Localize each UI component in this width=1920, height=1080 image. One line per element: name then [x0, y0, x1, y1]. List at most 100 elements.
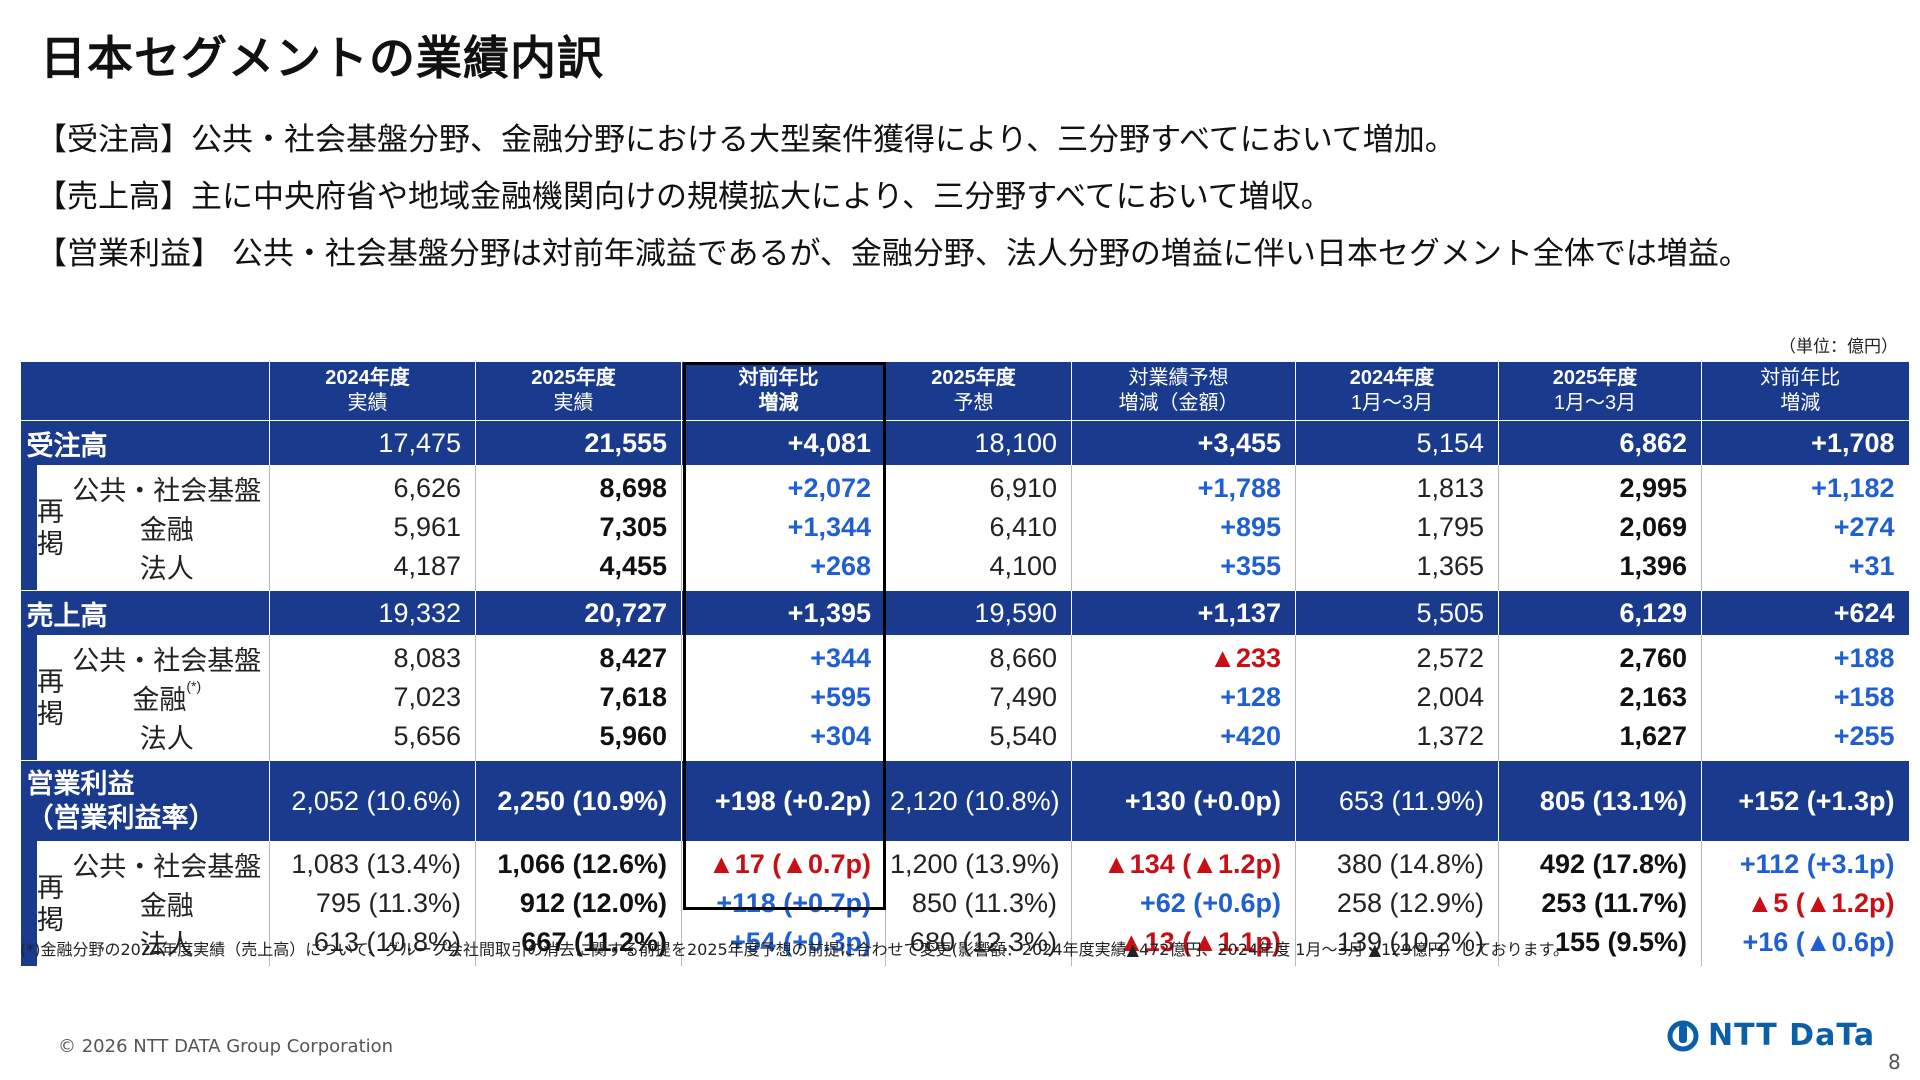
table-cell: 258 (12.9%): [1295, 884, 1499, 923]
op-finance-row: 金融 795 (11.3%) 912 (12.0%) +118 (+0.7p) …: [21, 884, 1909, 923]
row-label: 公共・社会基盤: [64, 465, 270, 508]
table-cell: 1,627: [1498, 717, 1702, 761]
table-cell: ▲17 (▲0.7p): [681, 841, 886, 884]
saikei-label: 再掲: [36, 465, 65, 591]
table-cell: +130 (+0.0p): [1071, 760, 1296, 841]
table-cell: 1,083 (13.4%): [269, 841, 476, 884]
table-cell: 4,100: [885, 547, 1072, 591]
table-cell: ▲13 (▲1.1p): [1071, 923, 1296, 966]
table-cell: 5,960: [475, 717, 682, 761]
row-label-line: （営業利益率）: [26, 803, 216, 833]
table-cell: +128: [1071, 678, 1296, 717]
footnote: (*)金融分野の2024年度実績（売上高）について、グループ会社間取引の消去に関…: [20, 940, 1570, 959]
header-cell: 対前年比 増減: [1701, 362, 1909, 421]
table-cell: 613 (10.8%): [269, 923, 476, 966]
table-cell: 2,572: [1295, 635, 1499, 678]
table-cell: +3,455: [1071, 420, 1296, 465]
table-cell: +188: [1701, 635, 1909, 678]
header-cell: 2024年度 実績: [269, 362, 476, 421]
row-label: 法人: [64, 923, 270, 966]
ntt-logo-icon: [1667, 1020, 1699, 1051]
op-public-row: 再掲 公共・社会基盤 1,083 (13.4%) 1,066 (12.6%) ▲…: [20, 841, 1909, 966]
table-cell: +255: [1701, 717, 1909, 761]
header-cell: 2025年度 1月～3月: [1498, 362, 1702, 421]
table-cell: 253 (11.7%): [1498, 884, 1702, 923]
table-cell: +1,182: [1701, 465, 1909, 508]
sales-finance-row: 金融(*) 7,023 7,618 +595 7,490 +128 2,004 …: [21, 678, 1909, 717]
table-cell: 18,100: [885, 420, 1072, 465]
table-cell: +1,708: [1701, 420, 1909, 465]
unit-note: （単位：億円）: [1779, 337, 1898, 357]
row-label-line: 営業利益: [26, 769, 135, 799]
orders-public-row: 再掲 公共・社会基盤 6,626 8,698 +2,072 6,910 +1,7…: [20, 465, 1909, 591]
header-cell: 対業績予想 増減（金額）: [1071, 362, 1296, 421]
table-cell: 6,410: [885, 508, 1072, 547]
row-group-stripe: [20, 635, 37, 761]
row-group-stripe: [20, 841, 37, 966]
orders-finance-row: 金融 5,961 7,305 +1,344 6,410 +895 1,795 2…: [21, 508, 1909, 547]
header-cell: 2024年度 1月～3月: [1295, 362, 1499, 421]
table-cell: 4,455: [475, 547, 682, 591]
table-cell: +152 (+1.3p): [1701, 760, 1909, 841]
table-cell: +304: [681, 717, 886, 761]
table-cell: 8,698: [475, 465, 682, 508]
table-cell: 4,187: [269, 547, 476, 591]
table-cell: 850 (11.3%): [885, 884, 1072, 923]
table-cell: 653 (11.9%): [1295, 760, 1499, 841]
header-corner: [19, 362, 270, 421]
table-cell: 6,910: [885, 465, 1072, 508]
footnote-marker: (*): [186, 678, 202, 694]
row-label-text: 金融: [132, 685, 187, 715]
table-cell: 19,332: [269, 590, 476, 635]
table-cell: 912 (12.0%): [475, 884, 682, 923]
table-cell: 1,396: [1498, 547, 1702, 591]
table-cell: +344: [681, 635, 886, 678]
table-cell: +1,137: [1071, 590, 1296, 635]
page-title: 日本セグメントの業績内訳: [40, 31, 604, 85]
table-cell: 2,069: [1498, 508, 1702, 547]
table-cell: 5,656: [269, 717, 476, 761]
table-cell: 2,163: [1498, 678, 1702, 717]
company-logo: NTT DaTa: [1666, 1018, 1875, 1053]
table-cell: +274: [1701, 508, 1909, 547]
row-label: 公共・社会基盤: [64, 635, 270, 678]
table-cell: 5,540: [885, 717, 1072, 761]
table-cell: 667 (11.2%): [475, 923, 682, 966]
table-cell: 5,961: [269, 508, 476, 547]
table-cell: 6,626: [269, 465, 476, 508]
table-cell: +198 (+0.2p): [681, 760, 886, 841]
summary-bullets: 【受注高】公共・社会基盤分野、金融分野における大型案件獲得により、三分野すべてに…: [36, 112, 1750, 283]
sales-corporate-row: 法人 5,656 5,960 +304 5,540 +420 1,372 1,6…: [21, 717, 1909, 761]
table-cell: 2,004: [1295, 678, 1499, 717]
table-cell: 21,555: [475, 420, 682, 465]
row-label: 営業利益 （営業利益率）: [20, 760, 270, 841]
table-cell: ▲233: [1071, 635, 1296, 678]
table-cell: 1,813: [1295, 465, 1499, 508]
table-cell: 7,023: [269, 678, 476, 717]
table-cell: 1,795: [1295, 508, 1499, 547]
header-cell: 対前年比 増減: [681, 362, 886, 421]
table-cell: 7,618: [475, 678, 682, 717]
table-cell: 795 (11.3%): [269, 884, 476, 923]
table-cell: 680 (12.3%): [885, 923, 1072, 966]
table-cell: +54 (+0.3p): [681, 923, 886, 966]
table-cell: +118 (+0.7p): [681, 884, 886, 923]
row-label: 法人: [64, 547, 270, 591]
segment-results-table: 2024年度 実績 2025年度 実績 対前年比 増減 2025年度 予想 対業績予想増…: [19, 362, 1909, 966]
table-cell: +2,072: [681, 465, 886, 508]
table-cell: 7,305: [475, 508, 682, 547]
table-cell: +4,081: [681, 420, 886, 465]
table-cell: 805 (13.1%): [1498, 760, 1702, 841]
copyright: © 2026 NTT DATA Group Corporation: [58, 1036, 394, 1057]
table-cell: 8,083: [269, 635, 476, 678]
orders-total-row: 受注高 17,475 21,555 +4,081 18,100 +3,455 5…: [20, 420, 1909, 465]
table-cell: 2,760: [1498, 635, 1702, 678]
table-cell: 380 (14.8%): [1295, 841, 1499, 884]
table-header-row: 2024年度 実績 2025年度 実績 対前年比 増減 2025年度 予想 対業績予想増…: [19, 362, 1909, 421]
orders-corporate-row: 法人 4,187 4,455 +268 4,100 +355 1,365 1,3…: [21, 547, 1909, 591]
header-cell: 2025年度 予想: [885, 362, 1072, 421]
sales-total-row: 売上高 19,332 20,727 +1,395 19,590 +1,137 5…: [20, 590, 1909, 635]
table-cell: +16 (▲0.6p): [1701, 923, 1909, 966]
table-cell: +1,395: [681, 590, 886, 635]
bullet-orders: 【受注高】公共・社会基盤分野、金融分野における大型案件獲得により、三分野すべてに…: [36, 122, 1456, 158]
